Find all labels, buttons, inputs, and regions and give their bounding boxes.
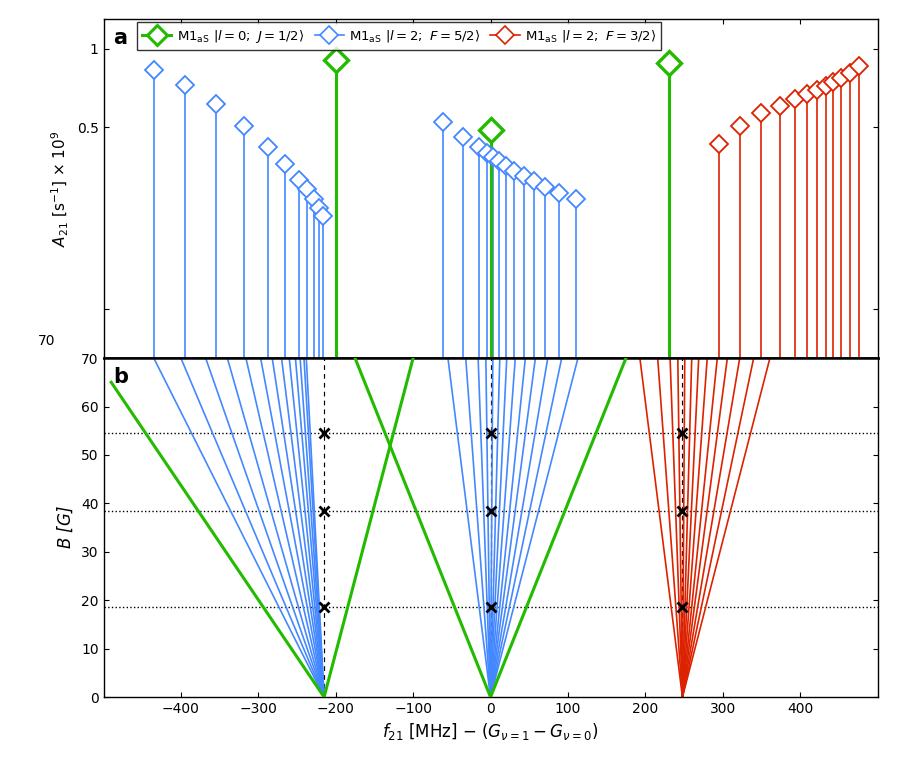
Legend: M1$_{\rm aS}$ $|l{=}0;\ J{=}1/2\rangle$, M1$_{\rm aS}$ $|l{=}2;\ F{=}5/2\rangle$: M1$_{\rm aS}$ $|l{=}0;\ J{=}1/2\rangle$,…	[137, 22, 661, 50]
Y-axis label: $A_{21}$ [s$^{-1}$] $\times$ 10$^9$: $A_{21}$ [s$^{-1}$] $\times$ 10$^9$	[50, 130, 71, 247]
X-axis label: $f_{21}$ [MHz] $-$ $(G_{\nu=1}-G_{\nu=0})$: $f_{21}$ [MHz] $-$ $(G_{\nu=1}-G_{\nu=0}…	[382, 722, 598, 742]
Text: a: a	[112, 28, 127, 47]
Text: 70: 70	[38, 334, 55, 348]
Y-axis label: $B$ [G]: $B$ [G]	[56, 506, 76, 549]
Text: b: b	[112, 367, 128, 387]
